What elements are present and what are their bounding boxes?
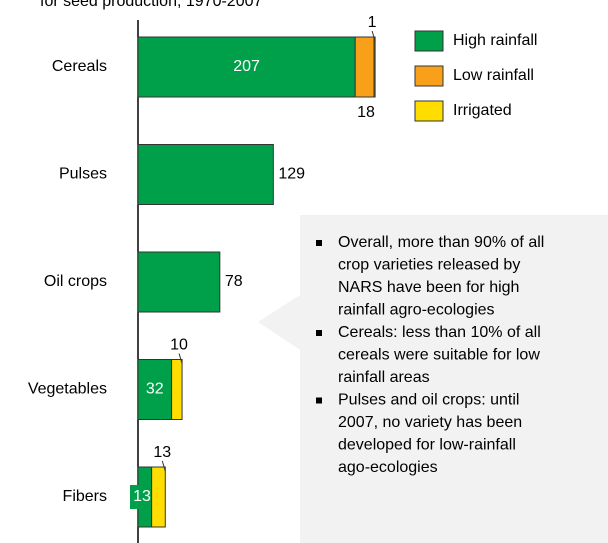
bar-segment — [354, 36, 375, 98]
value-label: 207 — [233, 58, 260, 75]
note-text: 2007, no variety has been — [338, 414, 522, 431]
bullet — [316, 330, 322, 336]
value-label: 18 — [357, 104, 375, 121]
legend-label: Low rainfall — [453, 67, 534, 84]
note-text: Cereals: less than 10% of all — [338, 324, 541, 341]
note-text: cereals were suitable for low — [338, 347, 540, 364]
note-text: rainfall areas — [338, 369, 430, 386]
value-label: 10 — [170, 337, 188, 354]
chart-title: for seed production, 1970-2007 — [40, 0, 262, 10]
leader-line — [161, 460, 166, 472]
bar-segment — [137, 144, 274, 205]
value-label: 78 — [225, 273, 243, 290]
leader-line — [178, 353, 183, 364]
bar-segment — [137, 251, 221, 313]
legend-swatch — [414, 30, 444, 52]
legend-label: Irrigated — [453, 102, 512, 119]
note-text: crop varieties released by — [338, 257, 520, 274]
value-label: 32 — [146, 381, 164, 398]
bar-segment — [171, 359, 183, 420]
legend-swatch — [414, 65, 444, 87]
note-text: ago-ecologies — [338, 459, 438, 476]
bar-segment — [373, 36, 376, 98]
note-text: NARS have been for high — [338, 279, 519, 296]
note-text: rainfall agro-ecologies — [338, 302, 495, 319]
value-label: 1 — [368, 14, 377, 31]
note-text: developed for low-rainfall — [338, 437, 516, 454]
note-text: Overall, more than 90% of all — [338, 234, 544, 251]
legend-label: High rainfall — [453, 32, 537, 49]
bar-segment — [137, 359, 173, 420]
category-label: Pulses — [59, 166, 107, 183]
category-label: Fibers — [63, 488, 107, 505]
category-label: Cereals — [52, 58, 107, 75]
legend-swatch — [414, 100, 444, 122]
note-text: Pulses and oil crops: until — [338, 392, 519, 409]
bar-segment — [151, 466, 166, 528]
callout-box — [258, 215, 608, 543]
bar-segment — [137, 36, 356, 98]
label-background — [130, 485, 154, 509]
value-label: 13 — [153, 444, 171, 461]
value-label: 129 — [278, 166, 305, 183]
leader-line — [371, 30, 376, 42]
value-label: 13 — [133, 488, 151, 505]
bullet — [316, 240, 322, 246]
bullet — [316, 397, 322, 404]
category-label: Oil crops — [44, 273, 107, 290]
category-label: Vegetables — [28, 381, 107, 398]
